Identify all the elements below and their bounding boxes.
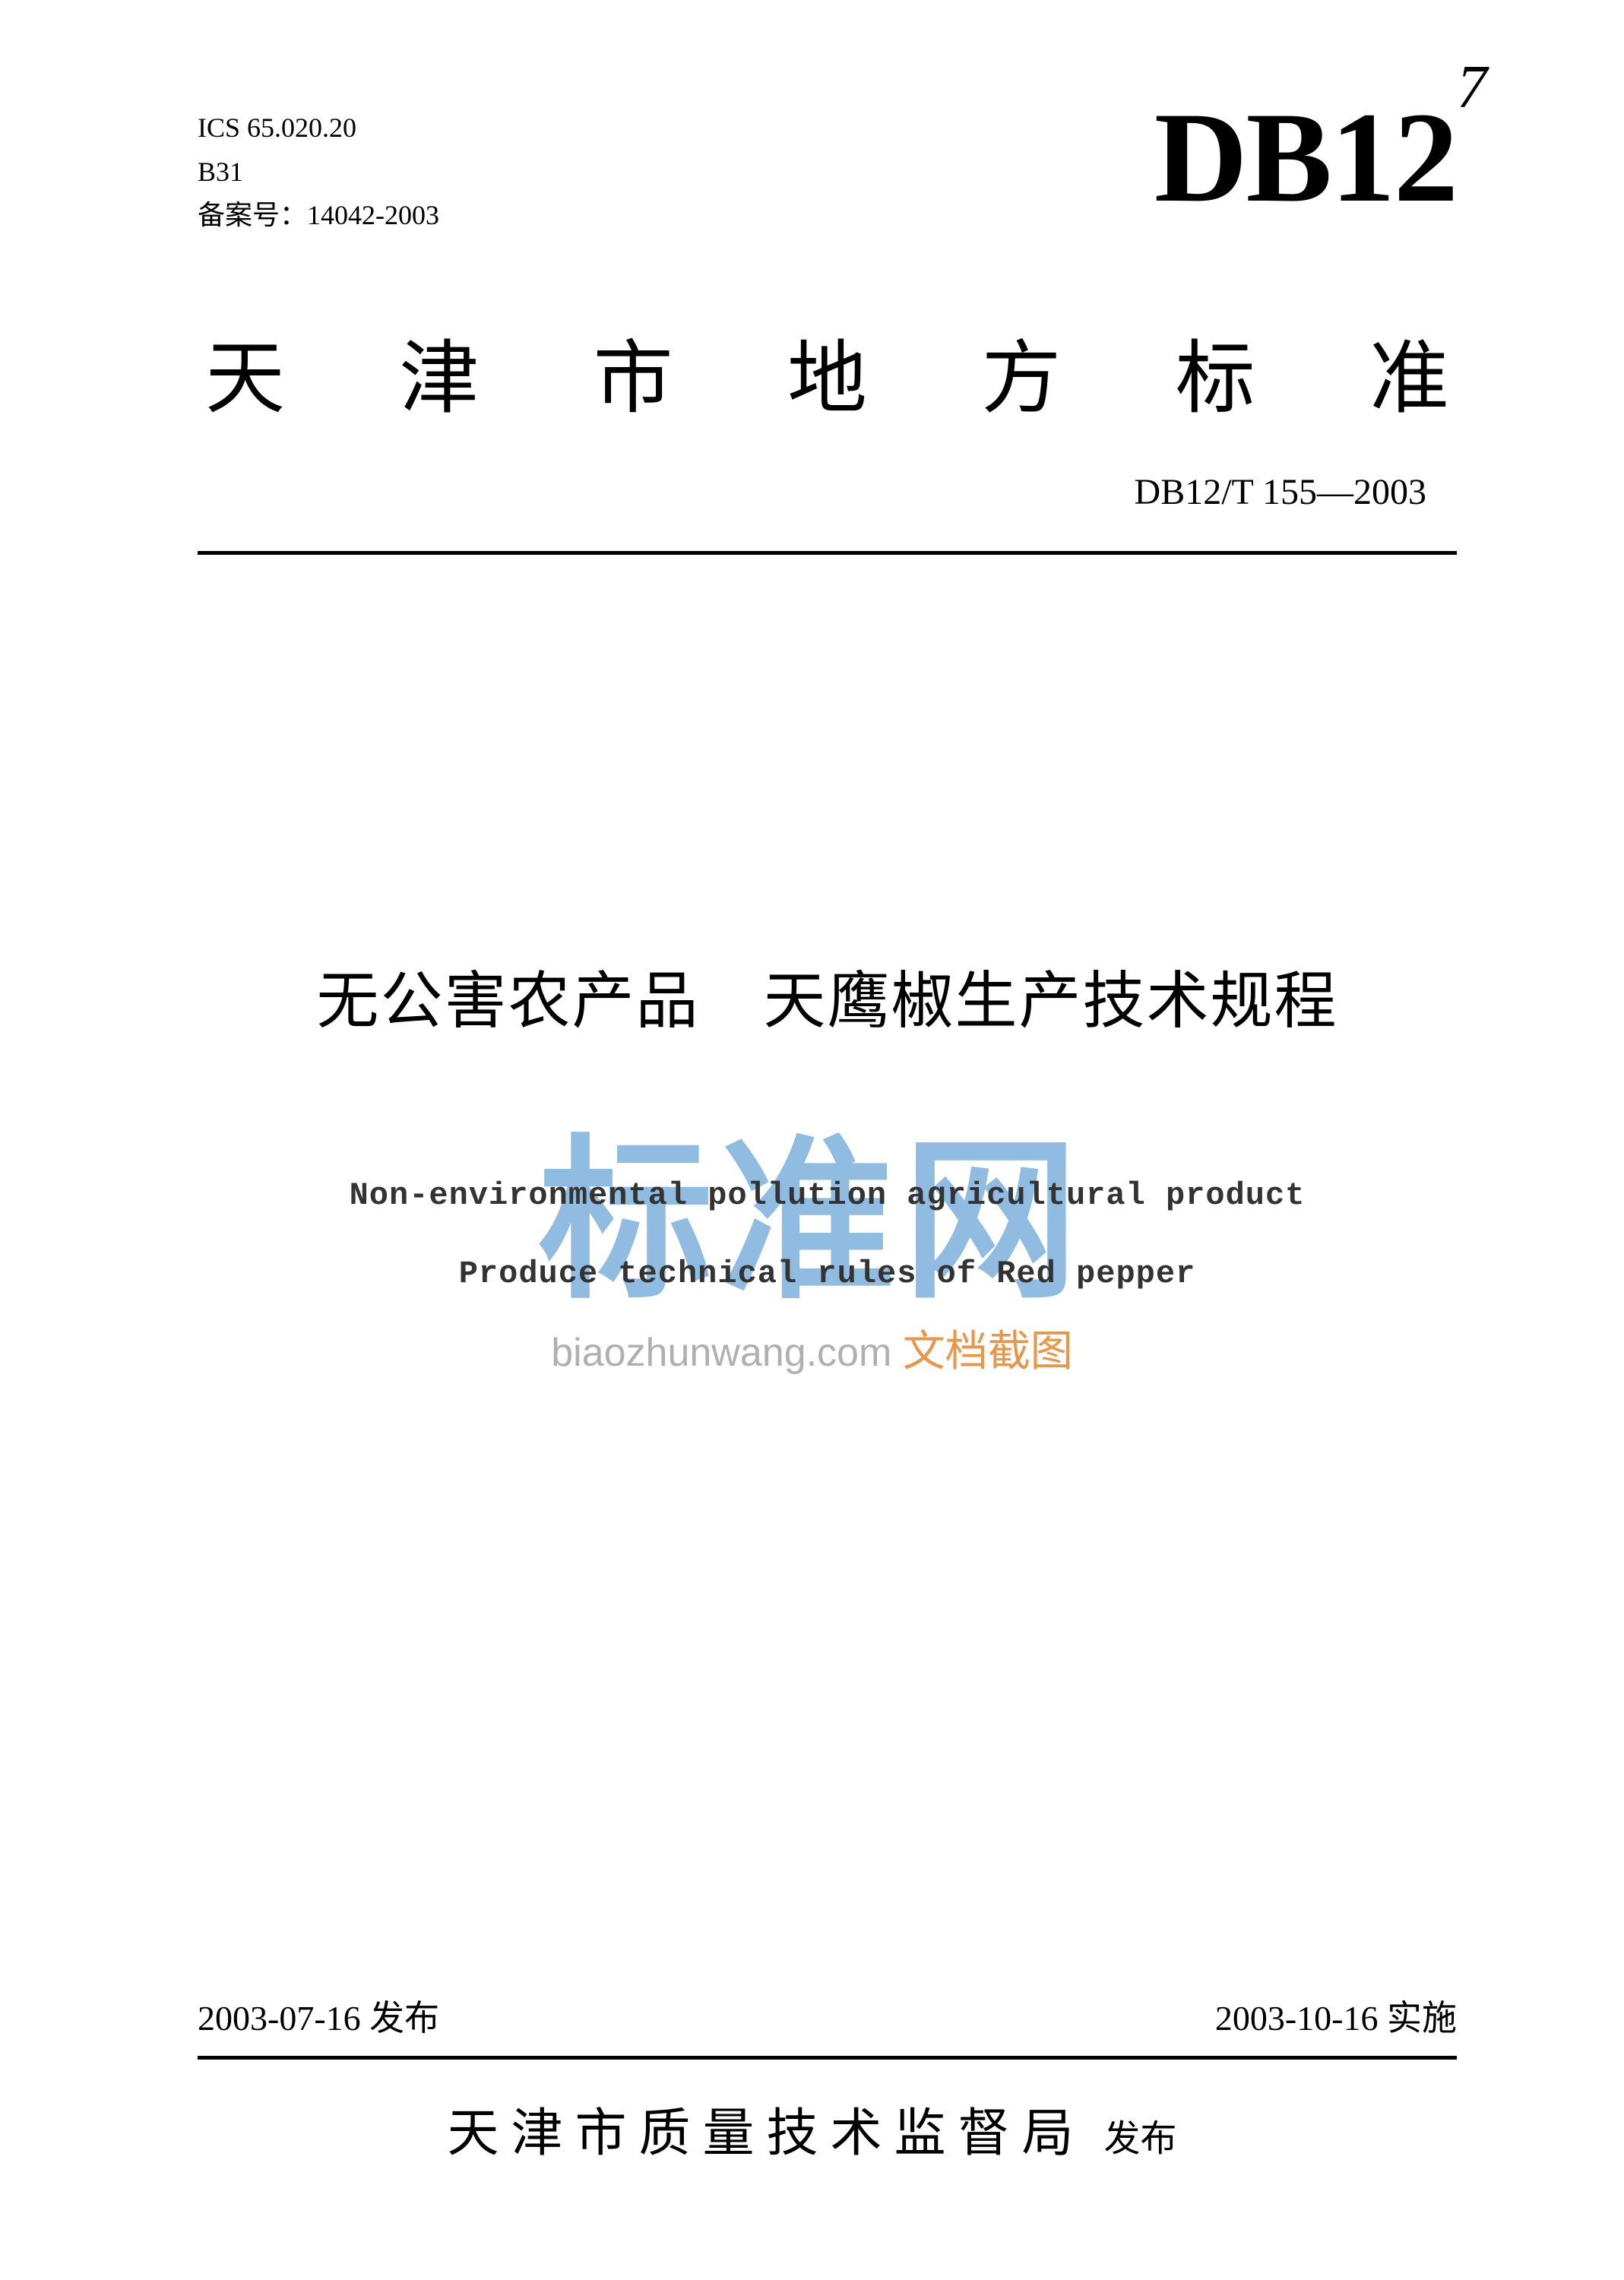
region-char: 标 [1176, 314, 1255, 429]
issue-date: 2003-07-16 发布 [198, 1990, 439, 2041]
record-number: 备案号：14042-2003 [198, 194, 439, 238]
watermark-tag: 文档截图 [903, 1327, 1073, 1375]
header-left: ICS 65.020.20 B31 备案号：14042-2003 [198, 106, 439, 238]
publisher: 天津市质量技术监督局发布 [0, 2091, 1624, 2166]
region-char: 地 [787, 314, 867, 429]
db-code: DB12 [1154, 84, 1457, 232]
page-mark: 7 [1457, 53, 1487, 122]
ics-code: ICS 65.020.20 [198, 106, 439, 150]
divider-top [198, 551, 1457, 555]
effective-date: 2003-10-16 实施 [1215, 1990, 1457, 2041]
publisher-suffix: 发布 [1104, 2119, 1177, 2159]
classification-code: B31 [198, 150, 439, 195]
header-block: ICS 65.020.20 B31 备案号：14042-2003 DB12 [198, 106, 1457, 238]
region-char: 津 [399, 314, 479, 429]
divider-bottom [198, 2056, 1457, 2060]
region-char: 天 [205, 314, 285, 429]
watermark-url: biaozhunwang.com [551, 1331, 891, 1375]
region-char: 方 [981, 314, 1061, 429]
standard-number: DB12/T 155—2003 [198, 471, 1457, 513]
standard-cover-page: 7 ICS 65.020.20 B31 备案号：14042-2003 DB12 … [0, 0, 1624, 2280]
date-bar: 2003-07-16 发布 2003-10-16 实施 [198, 1990, 1457, 2041]
title-en-line1: Non-environmental pollution agricultural… [198, 1177, 1457, 1214]
title-en-line2: Produce technical rules of Red pepper [198, 1256, 1457, 1292]
watermark-caption: biaozhunwang.com 文档截图 [538, 1317, 1085, 1379]
main-title-english: Non-environmental pollution agricultural… [198, 1177, 1457, 1292]
publisher-name: 天津市质量技术监督局 [447, 2104, 1085, 2162]
region-standard-title: 天 津 市 地 方 标 准 [198, 314, 1457, 429]
region-char: 准 [1369, 314, 1449, 429]
region-char: 市 [594, 314, 673, 429]
main-title-chinese: 无公害农产品 天鹰椒生产技术规程 [198, 950, 1457, 1040]
